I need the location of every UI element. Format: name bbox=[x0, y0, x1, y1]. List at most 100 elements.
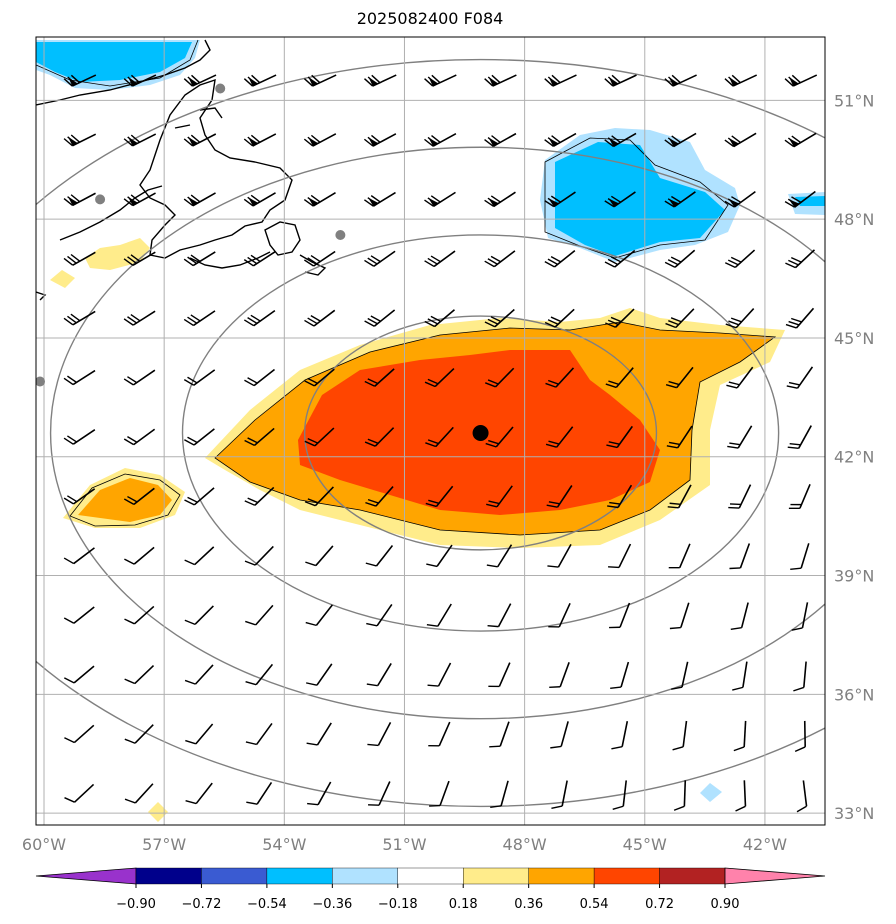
wind-barb bbox=[784, 74, 818, 87]
wind-barb bbox=[732, 661, 748, 691]
wind-barb bbox=[667, 484, 692, 509]
range-ring-1 bbox=[181, 234, 780, 632]
wind-barb bbox=[429, 780, 450, 807]
wind-barb bbox=[124, 664, 155, 685]
wind-barb bbox=[63, 192, 96, 207]
range-ring-0 bbox=[303, 315, 658, 551]
lat-label-2: 45°N bbox=[834, 329, 874, 348]
wind-barb bbox=[424, 133, 457, 147]
wind-barb bbox=[735, 780, 747, 812]
wind-barb bbox=[787, 425, 812, 450]
burin-peninsula bbox=[299, 254, 327, 276]
contour-main bbox=[214, 321, 777, 536]
longitude-labels: 60°W 57°W 54°W 51°W 48°W 45°W 42°W bbox=[22, 835, 787, 854]
wind-barb bbox=[784, 190, 816, 208]
wind-barb bbox=[303, 133, 337, 147]
colorbar-extend-low bbox=[35, 867, 137, 885]
wind-barb bbox=[424, 367, 455, 388]
contour-southwest bbox=[69, 473, 181, 527]
wind-barb bbox=[304, 309, 336, 327]
wind-barb bbox=[606, 425, 633, 449]
range-ring-3 bbox=[36, 58, 825, 807]
wind-barb bbox=[243, 133, 277, 147]
wind-barb bbox=[784, 132, 817, 148]
lat-label-5: 36°N bbox=[834, 685, 874, 704]
wind-barb bbox=[551, 780, 568, 810]
lon-label-3: 51°W bbox=[382, 835, 426, 854]
wind-barb bbox=[184, 546, 215, 566]
wind-barb bbox=[183, 192, 216, 207]
colorbar-swatch-3 bbox=[266, 867, 333, 885]
wind-barb bbox=[364, 427, 395, 447]
wind-barb bbox=[793, 661, 807, 692]
colorbar-swatch-6 bbox=[463, 867, 529, 885]
wind-barb bbox=[604, 74, 637, 87]
wind-barb bbox=[664, 191, 696, 208]
wind-barb bbox=[63, 547, 95, 565]
colorbar-label-0: −0.90 bbox=[116, 897, 156, 912]
lon-label-1: 57°W bbox=[142, 835, 186, 854]
colorbar-label-9: 0.90 bbox=[711, 897, 740, 912]
wind-barb bbox=[245, 604, 274, 626]
wind-barb bbox=[733, 720, 747, 752]
blue-region-far-east-core bbox=[795, 196, 825, 206]
wind-barb bbox=[544, 191, 576, 208]
wind-barb bbox=[123, 74, 157, 87]
wind-barb bbox=[486, 485, 513, 508]
wind-barb bbox=[424, 309, 455, 328]
wind-barb bbox=[485, 426, 514, 448]
wind-barb bbox=[608, 543, 632, 569]
wind-barb bbox=[544, 132, 577, 148]
wind-barb bbox=[123, 310, 156, 326]
blue-region-east-core bbox=[555, 142, 725, 256]
wind-barb bbox=[303, 191, 336, 207]
colorbar: −0.90 −0.72 −0.54 −0.36 −0.18 0.18 0.36 0.54 0.7… bbox=[35, 867, 826, 912]
wind-barb bbox=[604, 191, 636, 208]
wind-barb bbox=[63, 251, 96, 266]
wind-barb bbox=[426, 544, 453, 568]
wind-barb bbox=[183, 369, 216, 386]
wind-barb bbox=[725, 308, 755, 329]
colorbar-swatch-8 bbox=[593, 867, 660, 885]
wind-barb bbox=[550, 721, 569, 749]
wind-barb bbox=[63, 74, 97, 87]
latitude-labels: 51°N 48°N 45°N 42°N 39°N 36°N 33°N bbox=[834, 91, 874, 823]
wind-barb bbox=[365, 544, 394, 567]
wind-barb bbox=[304, 427, 335, 447]
wind-barb bbox=[489, 721, 510, 748]
wind-barb bbox=[484, 308, 515, 328]
wind-barb bbox=[672, 720, 688, 751]
wind-barb bbox=[665, 366, 694, 389]
wind-barb bbox=[123, 487, 155, 505]
wind-barb bbox=[244, 545, 274, 566]
wind-barb bbox=[484, 74, 517, 87]
wind-barb bbox=[63, 429, 96, 445]
coastline bbox=[36, 39, 327, 301]
map-frame bbox=[35, 36, 826, 826]
wind-barb bbox=[424, 74, 457, 87]
wind-barb bbox=[425, 426, 454, 448]
wind-barb bbox=[665, 308, 695, 329]
station-point-0 bbox=[215, 83, 226, 94]
wind-barb bbox=[244, 486, 275, 506]
wind-barb bbox=[664, 74, 697, 87]
wind-barb bbox=[244, 427, 275, 447]
wind-barb bbox=[426, 603, 452, 627]
wind-barb bbox=[63, 133, 97, 147]
wind-barb bbox=[184, 605, 214, 626]
yellow-region-south-small bbox=[148, 802, 168, 822]
colorbar-label-8: 0.72 bbox=[645, 897, 674, 912]
wind-barb bbox=[664, 249, 696, 268]
wind-barb bbox=[546, 485, 573, 508]
wind-barb bbox=[243, 309, 276, 327]
colorbar-label-7: 0.54 bbox=[580, 897, 609, 912]
colorbar-swatch-2 bbox=[201, 867, 268, 885]
colorbar-swatch-5 bbox=[397, 867, 464, 885]
wind-barb bbox=[547, 543, 572, 568]
wind-barb bbox=[64, 783, 95, 803]
wind-barb bbox=[184, 428, 215, 446]
wind-barb bbox=[183, 133, 217, 147]
colorbar-swatch-1 bbox=[135, 867, 202, 885]
wind-barb bbox=[791, 602, 809, 631]
